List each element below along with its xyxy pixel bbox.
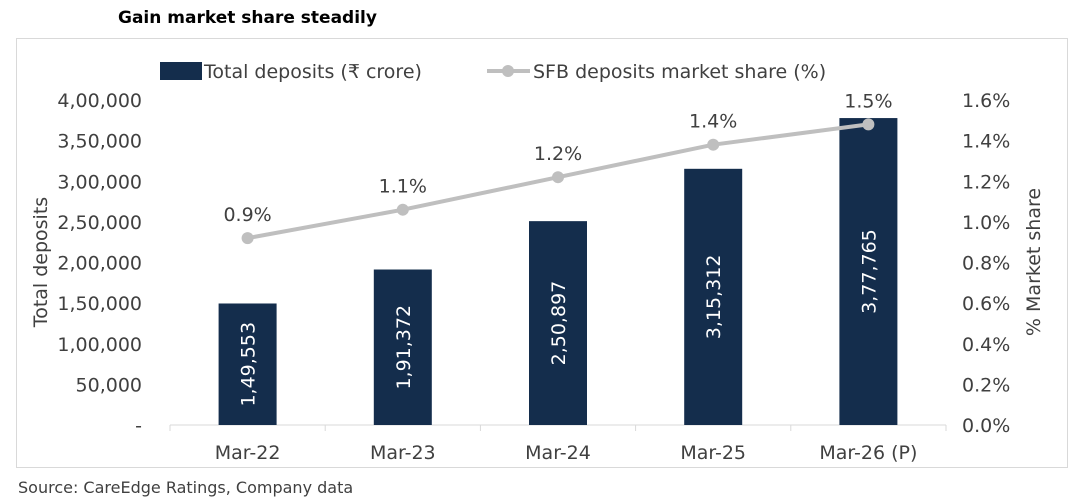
legend-line-label: SFB deposits market share (%) bbox=[533, 61, 826, 83]
legend-line-marker bbox=[502, 65, 514, 77]
x-tick-label: Mar-23 bbox=[370, 442, 436, 464]
y2-tick-label: 0.8% bbox=[962, 253, 1010, 275]
x-tick-label: Mar-25 bbox=[680, 442, 746, 464]
y2-tick-label: 0.2% bbox=[962, 374, 1010, 396]
chart-title: Gain market share steadily bbox=[118, 8, 377, 28]
y-tick-label: 3,50,000 bbox=[57, 131, 142, 153]
market-share-point bbox=[241, 232, 254, 245]
market-share-point bbox=[707, 138, 720, 151]
y2-tick-label: 0.4% bbox=[962, 334, 1010, 356]
bar bbox=[218, 303, 277, 425]
bar-value-label: 1,49,553 bbox=[238, 322, 260, 407]
bar bbox=[373, 269, 432, 425]
bar-value-label: 3,77,765 bbox=[858, 229, 880, 314]
market-share-point bbox=[862, 118, 875, 131]
y2-tick-label: 1.2% bbox=[962, 171, 1010, 193]
y-tick-label: - bbox=[135, 415, 142, 437]
y2-tick-label: 0.6% bbox=[962, 293, 1010, 315]
source-note: Source: CareEdge Ratings, Company data bbox=[18, 478, 354, 497]
legend-bar-swatch bbox=[160, 62, 202, 80]
y2-tick-label: 1.4% bbox=[962, 131, 1010, 153]
market-share-point bbox=[396, 203, 409, 216]
y-axis-label: Total deposits bbox=[30, 197, 52, 328]
market-share-point bbox=[552, 171, 564, 184]
bar bbox=[839, 118, 898, 425]
y-tick-label: 2,00,000 bbox=[57, 253, 142, 275]
x-tick-label: Mar-22 bbox=[215, 442, 281, 464]
y2-tick-label: 1.0% bbox=[962, 212, 1010, 234]
market-share-label: 1.5% bbox=[844, 90, 892, 112]
x-tick-label: Mar-24 bbox=[525, 442, 591, 464]
y-tick-label: 4,00,000 bbox=[57, 90, 142, 112]
chart-frame bbox=[16, 38, 1068, 468]
y2-axis-label: % Market share bbox=[1023, 188, 1045, 336]
y2-tick-label: 1.6% bbox=[962, 90, 1010, 112]
market-share-label: 1.4% bbox=[689, 111, 737, 133]
bar-value-label: 1,91,372 bbox=[393, 305, 415, 390]
market-share-label: 0.9% bbox=[223, 204, 271, 226]
bar-value-label: 3,15,312 bbox=[703, 255, 725, 340]
y-tick-label: 50,000 bbox=[76, 374, 142, 396]
market-share-label: 1.1% bbox=[379, 176, 427, 198]
x-tick-label: Mar-26 (P) bbox=[819, 442, 917, 464]
y2-tick-label: 0.0% bbox=[962, 415, 1010, 437]
bar bbox=[529, 221, 587, 425]
y-tick-label: 1,50,000 bbox=[57, 293, 142, 315]
y-tick-label: 3,00,000 bbox=[57, 171, 142, 193]
bar-value-label: 2,50,897 bbox=[548, 281, 570, 366]
y-tick-label: 1,00,000 bbox=[57, 334, 142, 356]
bar bbox=[684, 168, 743, 425]
legend-bar-label: Total deposits (₹ crore) bbox=[203, 61, 422, 83]
market-share-label: 1.2% bbox=[534, 143, 582, 165]
y-tick-label: 2,50,000 bbox=[57, 212, 142, 234]
legend: Total deposits (₹ crore) SFB deposits ma… bbox=[160, 61, 826, 83]
